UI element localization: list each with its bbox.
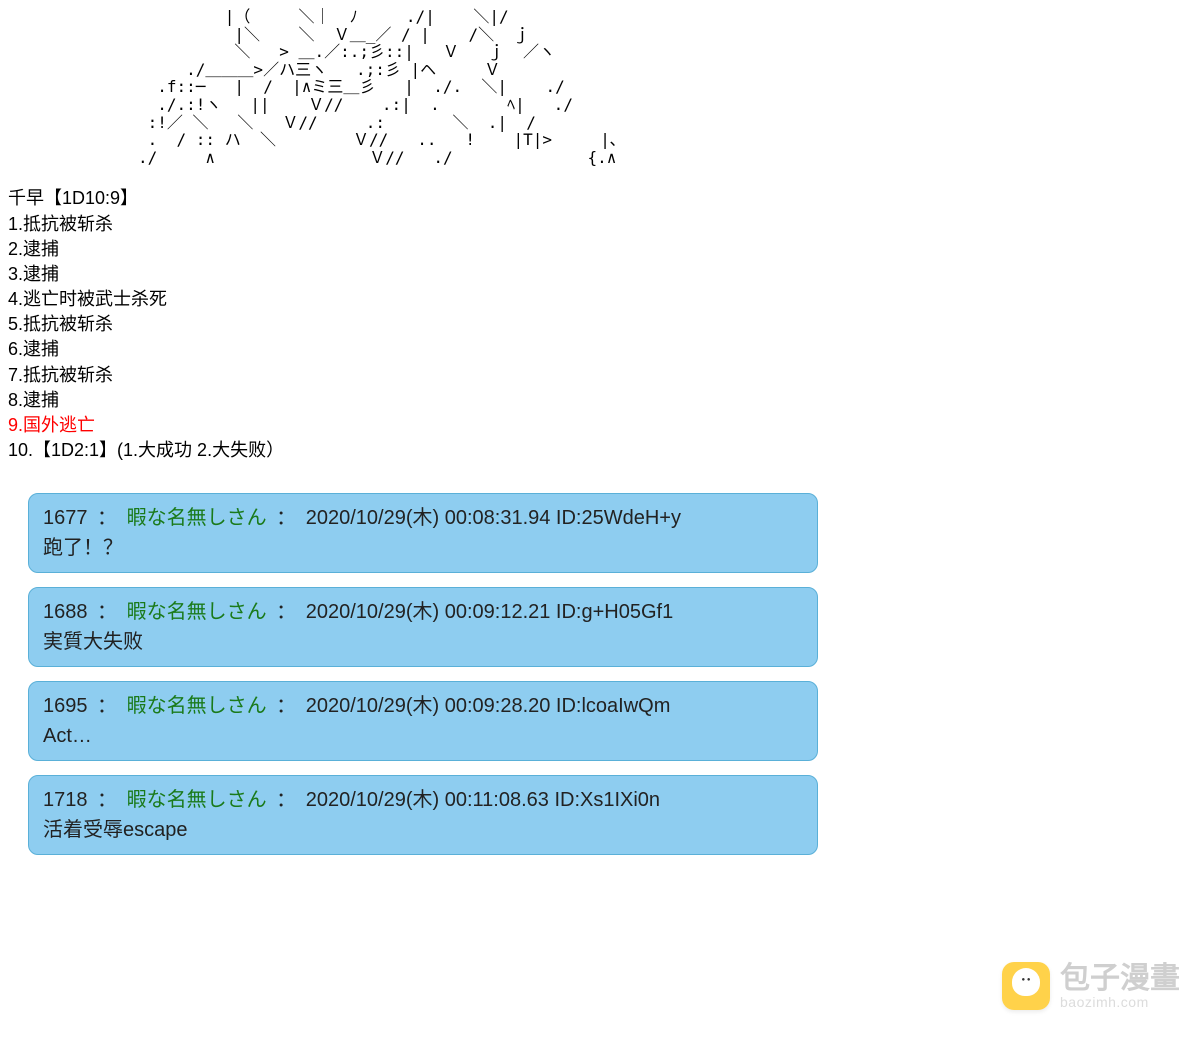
comment-box: 1688 ： 暇な名無しさん ： 2020/10/29(木) 00:09:12.… (28, 587, 818, 667)
roll-item: 8.逮捕 (8, 388, 1192, 413)
comments-section: 1677 ： 暇な名無しさん ： 2020/10/29(木) 00:08:31.… (28, 493, 1192, 855)
watermark-url: baozimh.com (1060, 995, 1180, 1010)
comment-box: 1677 ： 暇な名無しさん ： 2020/10/29(木) 00:08:31.… (28, 493, 818, 573)
colon: ： (92, 695, 123, 717)
roll-list: 1.抵抗被斩杀2.逮捕3.逮捕4.逃亡时被武士杀死5.抵抗被斩杀6.逮捕7.抵抗… (8, 212, 1192, 439)
comment-body: 活着受辱escape (43, 816, 803, 844)
comment-box: 1718 ： 暇な名無しさん ： 2020/10/29(木) 00:11:08.… (28, 775, 818, 855)
colon: ： (92, 601, 123, 623)
comment-header: 1718 ： 暇な名無しさん ： 2020/10/29(木) 00:11:08.… (43, 786, 803, 814)
comment-body: 跑了！？ (43, 534, 803, 562)
colon: ： (271, 507, 302, 529)
comment-header: 1695 ： 暇な名無しさん ： 2020/10/29(木) 00:09:28.… (43, 692, 803, 720)
roll-item: 4.逃亡时被武士杀死 (8, 287, 1192, 312)
comment-username: 暇な名無しさん (127, 507, 267, 529)
baozi-icon (1002, 962, 1050, 1010)
colon: ： (271, 789, 302, 811)
colon: ： (92, 507, 123, 529)
roll-item: 1.抵抗被斩杀 (8, 212, 1192, 237)
roll-item: 3.逮捕 (8, 262, 1192, 287)
comment-box: 1695 ： 暇な名無しさん ： 2020/10/29(木) 00:09:28.… (28, 681, 818, 761)
roll-item: 5.抵抗被斩杀 (8, 312, 1192, 337)
roll-item: 6.逮捕 (8, 337, 1192, 362)
roll-last: 10.【1D2:1】(1.大成功 2.大失败） (8, 438, 1192, 463)
roll-item: 9.国外逃亡 (8, 413, 1192, 438)
comment-username: 暇な名無しさん (127, 695, 267, 717)
colon: ： (271, 601, 302, 623)
colon: ： (92, 789, 123, 811)
watermark: 包子漫畫 baozimh.com (1002, 962, 1180, 1010)
roll-title: 千早【1D10:9】 (8, 186, 1192, 211)
comment-meta: 2020/10/29(木) 00:11:08.63 ID:Xs1IXi0n (306, 789, 660, 811)
comment-meta: 2020/10/29(木) 00:08:31.94 ID:25WdeH+y (306, 507, 681, 529)
comment-meta: 2020/10/29(木) 00:09:12.21 ID:g+H05Gf1 (306, 601, 673, 623)
comment-number: 1677 (43, 507, 88, 529)
comment-meta: 2020/10/29(木) 00:09:28.20 ID:lcoaIwQm (306, 695, 671, 717)
ascii-art: |（ ＼｜ ﾉ ./| ＼|/ |＼ ＼ Ｖ＿_／ / | /＼ ｊ ＼ > ＿… (138, 8, 1192, 166)
comment-header: 1688 ： 暇な名無しさん ： 2020/10/29(木) 00:09:12.… (43, 598, 803, 626)
comment-body: 実質大失败 (43, 628, 803, 656)
comment-body: Act… (43, 722, 803, 750)
colon: ： (271, 695, 302, 717)
watermark-title: 包子漫畫 (1060, 962, 1180, 995)
roll-item: 2.逮捕 (8, 237, 1192, 262)
comment-number: 1718 (43, 789, 88, 811)
watermark-text: 包子漫畫 baozimh.com (1060, 962, 1180, 1010)
comment-username: 暇な名無しさん (127, 601, 267, 623)
comment-username: 暇な名無しさん (127, 789, 267, 811)
comment-number: 1695 (43, 695, 88, 717)
dice-roll-section: 千早【1D10:9】 1.抵抗被斩杀2.逮捕3.逮捕4.逃亡时被武士杀死5.抵抗… (8, 186, 1192, 463)
roll-item: 7.抵抗被斩杀 (8, 363, 1192, 388)
comment-header: 1677 ： 暇な名無しさん ： 2020/10/29(木) 00:08:31.… (43, 504, 803, 532)
comment-number: 1688 (43, 601, 88, 623)
